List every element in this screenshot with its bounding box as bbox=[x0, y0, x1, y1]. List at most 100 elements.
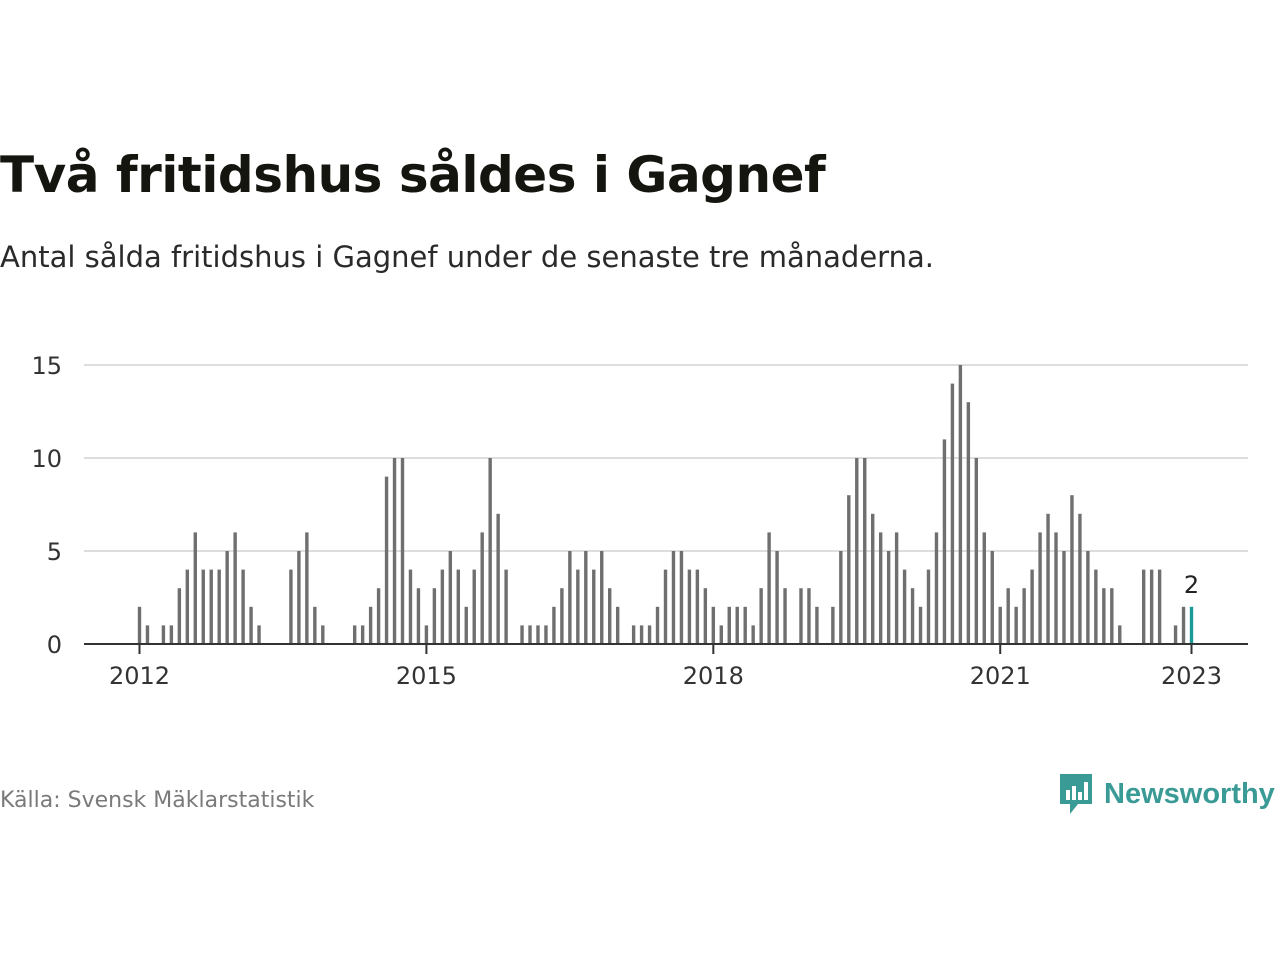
bar bbox=[560, 588, 564, 644]
bar bbox=[1181, 606, 1186, 644]
bar bbox=[608, 588, 612, 644]
bar bbox=[863, 458, 867, 644]
bar bbox=[743, 606, 747, 644]
bar-chart: 0 5 10 15 2012 2015 2018 2021 2023 2 bbox=[31, 352, 1248, 690]
bar bbox=[990, 551, 994, 644]
bar bbox=[592, 569, 596, 644]
bar bbox=[711, 606, 716, 644]
bar bbox=[719, 625, 723, 644]
bar bbox=[695, 569, 700, 644]
bar bbox=[1038, 532, 1042, 644]
bar bbox=[1062, 551, 1066, 644]
bar bbox=[456, 569, 460, 644]
bar bbox=[735, 606, 739, 644]
bar bbox=[1014, 606, 1018, 644]
bar bbox=[1054, 532, 1058, 644]
bar bbox=[217, 569, 221, 644]
bar bbox=[671, 551, 676, 644]
bar bbox=[368, 606, 373, 644]
bar bbox=[783, 588, 787, 644]
y-tick-label: 15 bbox=[31, 352, 62, 380]
bar bbox=[1022, 588, 1026, 644]
bar bbox=[839, 551, 843, 644]
bar bbox=[416, 588, 421, 644]
bar bbox=[1110, 588, 1114, 644]
y-tick-label: 0 bbox=[47, 631, 62, 659]
bar bbox=[1078, 513, 1082, 644]
bar bbox=[663, 569, 668, 644]
bar bbox=[647, 625, 652, 644]
bar bbox=[847, 495, 851, 644]
bar bbox=[440, 569, 445, 644]
bar bbox=[392, 458, 397, 644]
bar bbox=[185, 569, 190, 644]
bar bbox=[376, 588, 381, 644]
bar bbox=[321, 625, 325, 644]
bar bbox=[982, 532, 986, 644]
bar bbox=[871, 513, 875, 644]
bar bbox=[257, 625, 261, 644]
chart-subtitle: Antal sålda fritidshus i Gagnef under de… bbox=[0, 240, 934, 274]
data-label: 2 bbox=[1184, 571, 1199, 599]
bar bbox=[950, 383, 955, 644]
bar bbox=[855, 458, 859, 644]
bar bbox=[384, 476, 389, 644]
bar bbox=[193, 532, 197, 644]
bar bbox=[536, 625, 540, 644]
bar bbox=[1094, 569, 1098, 644]
bar bbox=[1189, 606, 1194, 644]
bar bbox=[209, 569, 213, 644]
bar bbox=[145, 625, 150, 644]
source-note: Källa: Svensk Mäklarstatistik bbox=[0, 788, 315, 813]
bar bbox=[910, 588, 915, 644]
bar bbox=[1157, 569, 1162, 644]
bar bbox=[759, 588, 763, 644]
bar bbox=[799, 588, 803, 644]
bar bbox=[568, 551, 572, 644]
bar bbox=[918, 606, 923, 644]
bar bbox=[305, 532, 309, 644]
bar bbox=[161, 625, 166, 644]
bar bbox=[313, 606, 317, 644]
bar bbox=[480, 532, 484, 644]
bar bbox=[544, 625, 548, 644]
bar bbox=[1141, 569, 1146, 644]
bar bbox=[998, 606, 1002, 644]
bar bbox=[1070, 495, 1074, 644]
bar bbox=[504, 569, 508, 644]
bar bbox=[1030, 569, 1034, 644]
bar bbox=[576, 569, 580, 644]
bar bbox=[297, 551, 301, 644]
bar bbox=[655, 606, 660, 644]
bar bbox=[902, 569, 907, 644]
x-tick-label: 2021 bbox=[970, 662, 1031, 690]
bar bbox=[241, 569, 245, 644]
bar bbox=[934, 532, 939, 644]
bar bbox=[225, 551, 229, 644]
bar bbox=[137, 606, 142, 644]
bar bbox=[815, 606, 819, 644]
bar bbox=[727, 606, 731, 644]
bar bbox=[679, 551, 684, 644]
bar bbox=[886, 551, 891, 644]
bar bbox=[807, 588, 811, 644]
bar bbox=[1006, 588, 1010, 644]
bar bbox=[1046, 513, 1050, 644]
bar bbox=[201, 569, 205, 644]
bar bbox=[360, 625, 365, 644]
bar bbox=[448, 551, 453, 644]
bar bbox=[615, 606, 620, 644]
newsworthy-logo-icon bbox=[1060, 774, 1092, 814]
brand-name: Newsworthy bbox=[1104, 777, 1275, 810]
bar bbox=[496, 513, 500, 644]
bar bbox=[528, 625, 532, 644]
bar bbox=[488, 458, 492, 644]
y-tick-label: 5 bbox=[47, 538, 62, 566]
bar bbox=[472, 569, 476, 644]
bar bbox=[639, 625, 644, 644]
bar bbox=[767, 532, 771, 644]
bar bbox=[424, 625, 429, 644]
bar bbox=[1086, 551, 1090, 644]
chart-title: Två fritidshus såldes i Gagnef bbox=[0, 146, 826, 204]
bar bbox=[894, 532, 899, 644]
